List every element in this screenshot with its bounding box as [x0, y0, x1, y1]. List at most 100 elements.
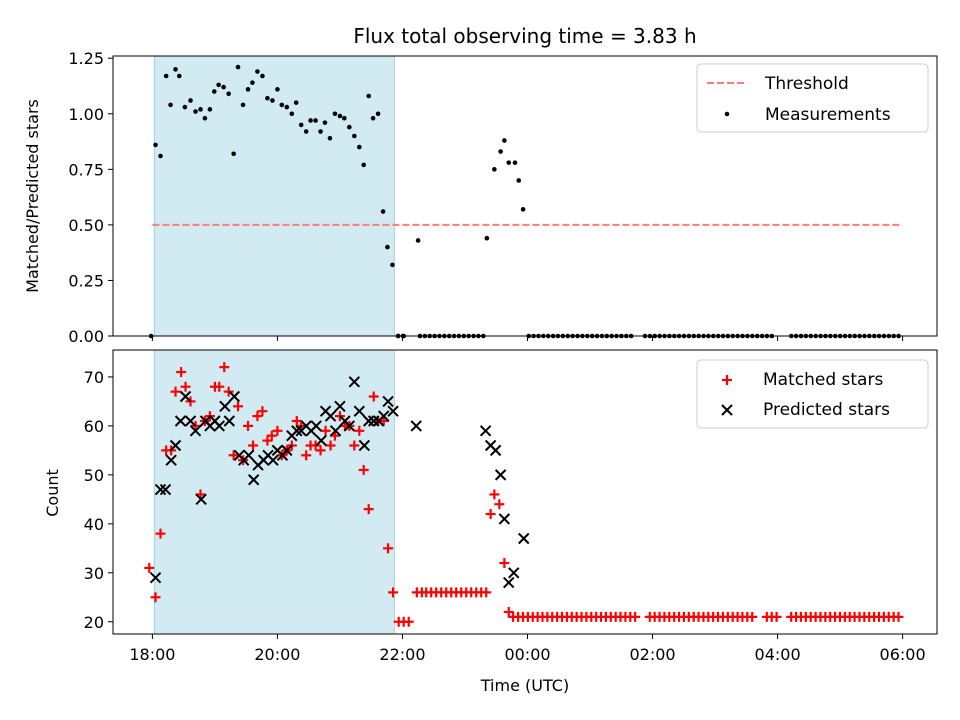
legend-matched-swatch [722, 375, 732, 385]
measurement-point [352, 133, 357, 139]
measurement-point [260, 73, 265, 79]
measurement-point [484, 235, 490, 241]
bottom-data-marks [144, 362, 904, 627]
x-tick-label: 22:00 [379, 645, 425, 664]
predicted-star-point [179, 390, 192, 403]
matched-star-point [893, 611, 904, 622]
predicted-star-point [343, 420, 356, 432]
matched-star-point [223, 386, 234, 397]
measurement-point [322, 120, 328, 125]
matched-star-point [320, 425, 331, 436]
matched-star-point [214, 381, 225, 392]
chart-title: Flux total observing time = 3.83 h [353, 24, 696, 48]
top-plot-frame [112, 55, 938, 337]
bottom-y-tick-label: 40 [84, 515, 104, 534]
predicted-star-point [378, 410, 390, 422]
top-y-tick-label: 1.25 [68, 49, 104, 68]
matched-star-point [499, 558, 510, 568]
bottom-y-tick-label: 70 [84, 368, 104, 387]
top-y-tick-label: 1.00 [68, 105, 104, 124]
predicted-star-point [348, 376, 361, 388]
legend-matched-label: Matched stars [763, 370, 883, 390]
top-y-axis: 0.00 0.25 0.50 0.75 1.00 1.25 [68, 49, 113, 346]
measurement-point [357, 144, 362, 150]
predicted-star-point [358, 439, 371, 452]
measurement-point [255, 69, 260, 74]
matched-star-point [176, 367, 187, 378]
matched-star-point [233, 401, 244, 412]
predicted-star-point [334, 400, 346, 413]
measurement-point [492, 167, 497, 172]
matched-star-point [155, 528, 166, 539]
measurement-point [158, 153, 163, 159]
matched-star-point [144, 562, 155, 573]
matched-star-point [481, 587, 492, 598]
top-x-axis-ticks [151, 336, 904, 341]
measurement-point [415, 238, 421, 243]
predicted-star-point [479, 425, 492, 437]
measurement-point [289, 111, 295, 117]
predicted-star-point [489, 444, 502, 457]
top-shaded-region [153, 55, 395, 337]
predicted-star-point [174, 415, 187, 427]
predicted-star-point [382, 395, 394, 408]
top-y-tick-label: 0.25 [68, 271, 104, 290]
measurement-point [332, 111, 338, 117]
measurement-point [390, 262, 395, 268]
predicted-star-point [154, 483, 167, 496]
measurement-point [498, 149, 503, 154]
matched-star-point [354, 425, 365, 436]
legend-measurements-label: Measurements [765, 105, 891, 125]
measurement-point [193, 109, 198, 114]
measurement-point [245, 87, 251, 92]
predicted-star-point [353, 405, 366, 417]
measurement-point [347, 124, 352, 130]
matched-star-point [252, 411, 263, 422]
measurement-point [188, 98, 193, 103]
measurement-point [506, 160, 512, 165]
measurement-point [520, 207, 526, 212]
predicted-star-point [281, 444, 293, 457]
x-tick-label: 18:00 [129, 645, 175, 664]
top-y-tick-label: 0.50 [68, 216, 104, 235]
measurement-point [211, 89, 217, 94]
predicted-star-point [149, 571, 162, 584]
matched-star-point [310, 440, 321, 451]
bottom-x-axis: 18:00 20:00 22:00 00:00 02:00 04:00 06:00 [129, 634, 926, 664]
measurement-point [250, 80, 255, 85]
predicted-star-point [223, 415, 235, 427]
x-tick-label: 04:00 [755, 645, 801, 664]
predicted-star-point [508, 567, 520, 579]
predicted-star-point [362, 415, 375, 427]
measurement-point [221, 84, 226, 90]
measurement-point [235, 64, 241, 70]
measurement-point [318, 129, 323, 134]
x-tick-label: 02:00 [629, 645, 675, 664]
measurement-point [370, 115, 376, 121]
bottom-y-axis: 20 30 40 50 60 70 [84, 368, 113, 632]
measurement-point [337, 113, 343, 119]
matched-star-point [489, 489, 500, 500]
legend-measurements-swatch [724, 111, 730, 117]
measurement-point [163, 73, 169, 79]
legend-predicted-swatch [721, 404, 733, 416]
x-axis-label: Time (UTC) [480, 676, 569, 695]
matched-star-point [257, 406, 268, 417]
measurement-point [502, 138, 507, 143]
predicted-star-point [503, 576, 515, 589]
matched-star-point [747, 611, 758, 622]
top-legend-box [696, 63, 929, 133]
measurement-point [153, 142, 158, 148]
bottom-panel: 20 30 40 50 60 70 18:00 20:00 22:00 00:00 02:00 04… [43, 349, 938, 695]
predicted-star-point [165, 454, 177, 466]
predicted-star-point [291, 425, 303, 437]
matched-star-point [243, 420, 254, 431]
top-y-label: Matched/Predicted stars [23, 99, 42, 293]
measurement-point [380, 209, 386, 214]
bottom-y-tick-label: 50 [84, 466, 104, 485]
predicted-star-point [169, 439, 182, 452]
matched-star-point [150, 592, 161, 603]
predicted-star-point [213, 420, 225, 432]
measurement-point [182, 104, 188, 110]
